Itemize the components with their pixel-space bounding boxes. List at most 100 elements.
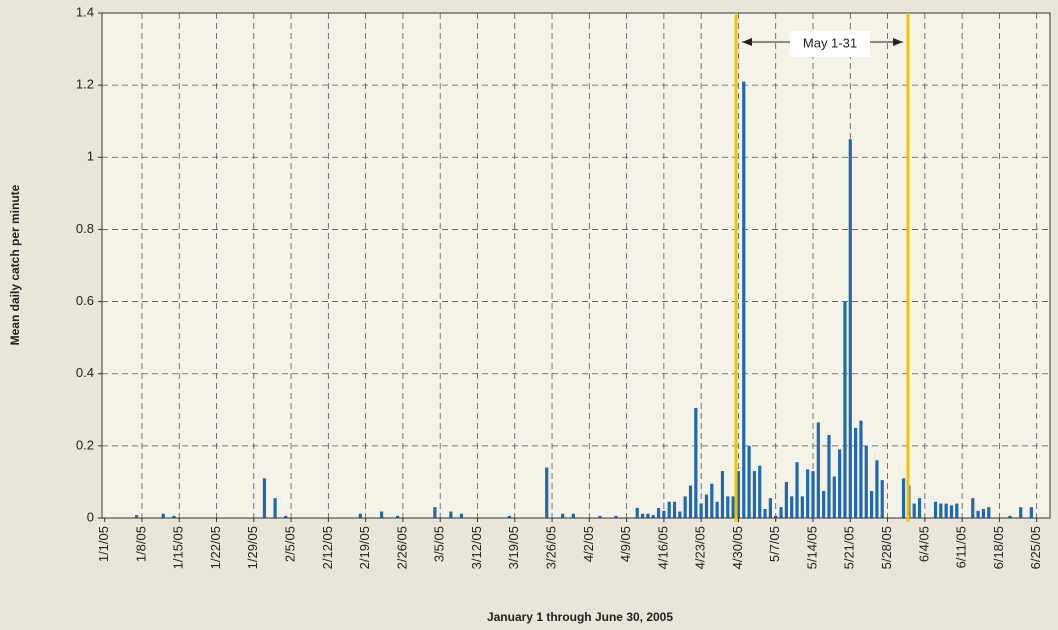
bar	[736, 471, 741, 518]
bar	[854, 427, 858, 518]
bar	[859, 420, 863, 518]
bar	[161, 513, 165, 518]
y-tick-label: 1.4	[76, 4, 94, 19]
x-tick-label: 1/1/05	[96, 526, 111, 562]
bar	[752, 471, 757, 518]
bar	[790, 496, 794, 518]
bar	[731, 496, 735, 518]
y-tick-label: 0.2	[76, 437, 94, 452]
bar	[747, 445, 751, 518]
bar	[726, 496, 730, 518]
x-tick-label: 2/26/05	[394, 526, 409, 569]
bar	[561, 513, 565, 518]
y-tick-label: 1	[87, 149, 94, 164]
x-tick-label: 4/23/05	[693, 526, 708, 569]
bar	[806, 469, 810, 518]
bar	[683, 496, 687, 518]
bar	[843, 301, 847, 518]
bar	[704, 494, 709, 518]
bar	[433, 507, 437, 518]
bar	[774, 515, 778, 518]
arrow-head-left	[742, 38, 752, 46]
bar	[838, 449, 842, 518]
x-tick-label: 3/5/05	[432, 526, 447, 562]
x-tick-label: 6/18/05	[991, 526, 1006, 569]
bar	[1019, 507, 1023, 518]
x-tick-label: 3/12/05	[469, 526, 484, 569]
bar	[848, 139, 852, 518]
bar	[784, 481, 788, 518]
x-tick-label: 5/14/05	[804, 526, 819, 569]
bar	[598, 515, 602, 518]
bar	[135, 515, 139, 518]
bar	[912, 503, 916, 518]
bar	[699, 503, 703, 518]
y-axis-title: Mean daily catch per minute	[8, 184, 22, 345]
bar	[832, 476, 836, 518]
x-tick-label: 4/16/05	[655, 526, 670, 569]
bar	[720, 471, 725, 518]
bar	[742, 81, 746, 519]
bar	[667, 501, 671, 518]
x-tick-label: 6/4/05	[916, 526, 931, 562]
marks: 0 0.2 0.4 0.6 0.8 1 1.2 1.4 1/1/05 1/8/05 1/15/05 1…	[76, 4, 1050, 569]
bar	[1029, 507, 1033, 518]
bar	[795, 462, 799, 518]
bar	[715, 501, 719, 518]
x-tick-label: 6/25/05	[1028, 526, 1043, 569]
bar	[976, 510, 980, 518]
bar	[172, 515, 176, 518]
bar	[694, 407, 698, 518]
bar	[640, 513, 645, 518]
bar	[688, 485, 693, 518]
bar	[507, 515, 512, 518]
bar	[800, 496, 804, 518]
x-tick-label: 3/19/05	[506, 526, 521, 569]
bar	[901, 478, 906, 518]
plot-area	[101, 12, 1051, 519]
x-tick-label: 2/5/05	[283, 526, 298, 562]
x-tick-label: 1/8/05	[133, 526, 148, 562]
bar	[284, 515, 288, 518]
bar	[917, 498, 922, 518]
x-tick-label: 2/12/05	[320, 526, 335, 569]
bar	[662, 510, 666, 518]
bar	[971, 498, 975, 518]
bar	[1008, 515, 1012, 518]
bar	[635, 507, 639, 518]
bar	[875, 460, 879, 518]
x-tick-label: 4/30/05	[730, 526, 745, 569]
x-tick-label: 4/9/05	[618, 526, 633, 562]
bar	[545, 467, 549, 518]
bar	[358, 513, 362, 518]
bar	[779, 507, 783, 518]
bar	[933, 501, 938, 518]
x-tick-label: 3/26/05	[543, 526, 558, 569]
x-tick-label: 5/7/05	[767, 526, 782, 562]
bar	[869, 490, 874, 518]
y-tick-label: 0.6	[76, 293, 94, 308]
x-tick-label: 5/21/05	[842, 526, 857, 569]
bar	[864, 445, 868, 518]
bar	[651, 515, 655, 518]
y-tick-label: 0	[87, 509, 94, 524]
bar	[678, 511, 682, 518]
y-tick-label: 0.8	[76, 221, 94, 236]
arrow-head-right	[893, 38, 903, 46]
bar	[459, 513, 464, 518]
bar	[811, 471, 815, 518]
bar	[987, 507, 991, 518]
bar	[273, 498, 277, 518]
bar	[939, 503, 943, 518]
x-tick-label: 1/22/05	[208, 526, 223, 569]
bar	[768, 498, 772, 518]
annotation-box	[790, 31, 870, 57]
bar	[880, 480, 884, 518]
bar	[380, 511, 384, 518]
bar	[816, 422, 820, 518]
x-tick-label: 1/15/05	[171, 526, 186, 569]
bar	[262, 478, 267, 518]
bar	[822, 490, 826, 518]
bar	[955, 503, 959, 518]
